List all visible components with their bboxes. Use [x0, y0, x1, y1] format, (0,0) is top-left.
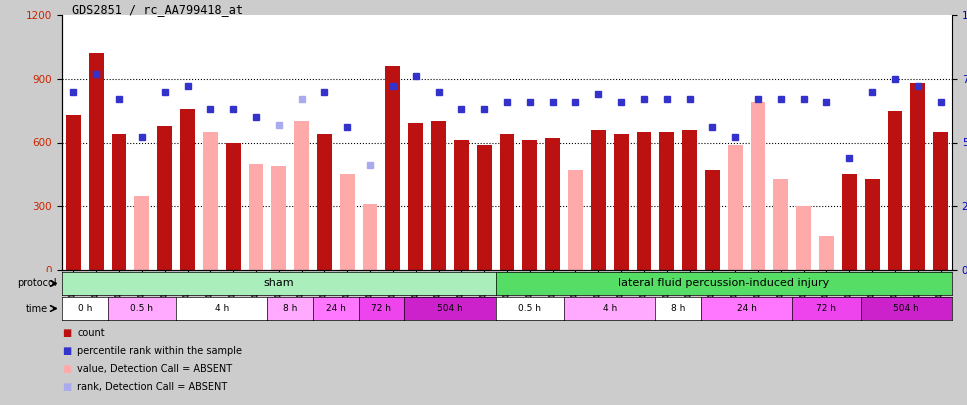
Bar: [225, 143, 241, 270]
Bar: [158, 126, 172, 270]
Bar: [705, 170, 719, 270]
Text: 504 h: 504 h: [437, 304, 463, 313]
Bar: [408, 124, 424, 270]
Text: time: time: [26, 303, 48, 313]
Bar: [66, 115, 81, 270]
Bar: [500, 134, 514, 270]
Bar: [842, 175, 857, 270]
Text: sham: sham: [263, 279, 294, 288]
Bar: [454, 141, 469, 270]
Text: 8 h: 8 h: [671, 304, 686, 313]
Bar: [636, 132, 652, 270]
Bar: [933, 132, 948, 270]
Text: 24 h: 24 h: [326, 304, 346, 313]
Text: 72 h: 72 h: [371, 304, 392, 313]
Bar: [477, 145, 491, 270]
Bar: [249, 164, 263, 270]
Text: 0 h: 0 h: [77, 304, 92, 313]
Bar: [272, 166, 286, 270]
Bar: [614, 134, 629, 270]
Bar: [180, 109, 195, 270]
Text: 4 h: 4 h: [602, 304, 617, 313]
Text: 4 h: 4 h: [215, 304, 229, 313]
Bar: [728, 145, 743, 270]
Text: 0.5 h: 0.5 h: [131, 304, 154, 313]
Text: ■: ■: [62, 382, 72, 392]
Bar: [591, 130, 605, 270]
Text: protocol: protocol: [17, 279, 57, 288]
Bar: [317, 134, 332, 270]
Bar: [203, 132, 218, 270]
Bar: [568, 170, 583, 270]
Text: ■: ■: [62, 364, 72, 374]
Bar: [910, 83, 925, 270]
Bar: [796, 206, 811, 270]
Bar: [750, 102, 766, 270]
Text: 0.5 h: 0.5 h: [518, 304, 542, 313]
Text: ■: ■: [62, 328, 72, 338]
Text: count: count: [77, 328, 105, 338]
Bar: [386, 66, 400, 270]
Bar: [659, 132, 674, 270]
Bar: [111, 134, 127, 270]
Bar: [339, 175, 355, 270]
Bar: [363, 204, 377, 270]
Text: GDS2851 / rc_AA799418_at: GDS2851 / rc_AA799418_at: [72, 3, 243, 16]
Text: ■: ■: [62, 346, 72, 356]
Bar: [682, 130, 697, 270]
Text: percentile rank within the sample: percentile rank within the sample: [77, 346, 243, 356]
Bar: [89, 53, 103, 270]
Text: value, Detection Call = ABSENT: value, Detection Call = ABSENT: [77, 364, 233, 374]
Text: 72 h: 72 h: [816, 304, 836, 313]
Bar: [774, 179, 788, 270]
Text: 8 h: 8 h: [283, 304, 298, 313]
Bar: [888, 111, 902, 270]
Bar: [819, 236, 834, 270]
Text: rank, Detection Call = ABSENT: rank, Detection Call = ABSENT: [77, 382, 227, 392]
Bar: [864, 179, 880, 270]
Text: lateral fluid percussion-induced injury: lateral fluid percussion-induced injury: [618, 279, 830, 288]
Bar: [294, 121, 309, 270]
Bar: [545, 138, 560, 270]
Bar: [134, 196, 149, 270]
Bar: [522, 141, 538, 270]
Text: 504 h: 504 h: [894, 304, 920, 313]
Text: 24 h: 24 h: [737, 304, 756, 313]
Bar: [431, 121, 446, 270]
